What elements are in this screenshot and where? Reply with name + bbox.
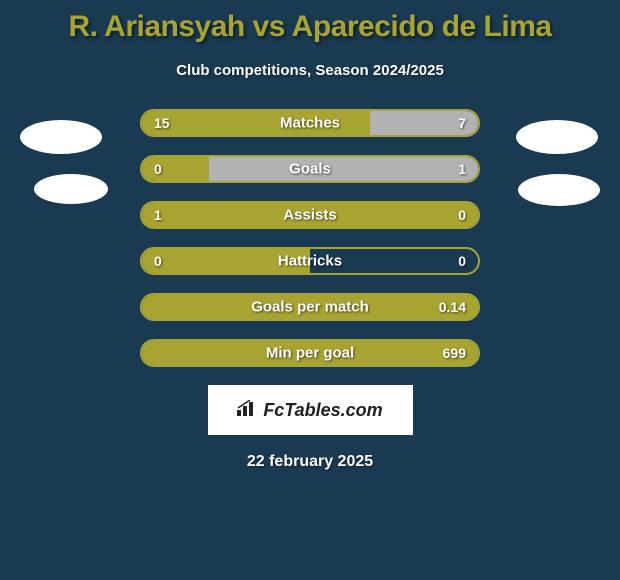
bar-container: 10Assists bbox=[140, 201, 480, 229]
comparison-subtitle: Club competitions, Season 2024/2025 bbox=[0, 62, 620, 79]
stat-label: Min per goal bbox=[142, 345, 478, 362]
stat-row: 01Goals bbox=[0, 155, 620, 183]
bar-container: 0.14Goals per match bbox=[140, 293, 480, 321]
footer-date: 22 february 2025 bbox=[0, 453, 620, 471]
comparison-bars: 157Matches 01Goals 10Assists 00Hattricks 0.1… bbox=[0, 109, 620, 367]
stat-label: Goals bbox=[142, 161, 478, 178]
bar-container: 00Hattricks bbox=[140, 247, 480, 275]
bar-container: 699Min per goal bbox=[140, 339, 480, 367]
footer-logo-text: FcTables.com bbox=[263, 400, 382, 421]
bar-container: 01Goals bbox=[140, 155, 480, 183]
stat-row: 0.14Goals per match bbox=[0, 293, 620, 321]
stat-label: Hattricks bbox=[142, 253, 478, 270]
stat-row: 699Min per goal bbox=[0, 339, 620, 367]
stat-row: 00Hattricks bbox=[0, 247, 620, 275]
comparison-title: R. Ariansyah vs Aparecido de Lima bbox=[0, 10, 620, 44]
chart-icon bbox=[237, 400, 257, 421]
footer-logo: FcTables.com bbox=[208, 385, 413, 435]
stat-row: 10Assists bbox=[0, 201, 620, 229]
stat-label: Matches bbox=[142, 115, 478, 132]
stat-label: Assists bbox=[142, 207, 478, 224]
stat-label: Goals per match bbox=[142, 299, 478, 316]
stat-row: 157Matches bbox=[0, 109, 620, 137]
bar-container: 157Matches bbox=[140, 109, 480, 137]
